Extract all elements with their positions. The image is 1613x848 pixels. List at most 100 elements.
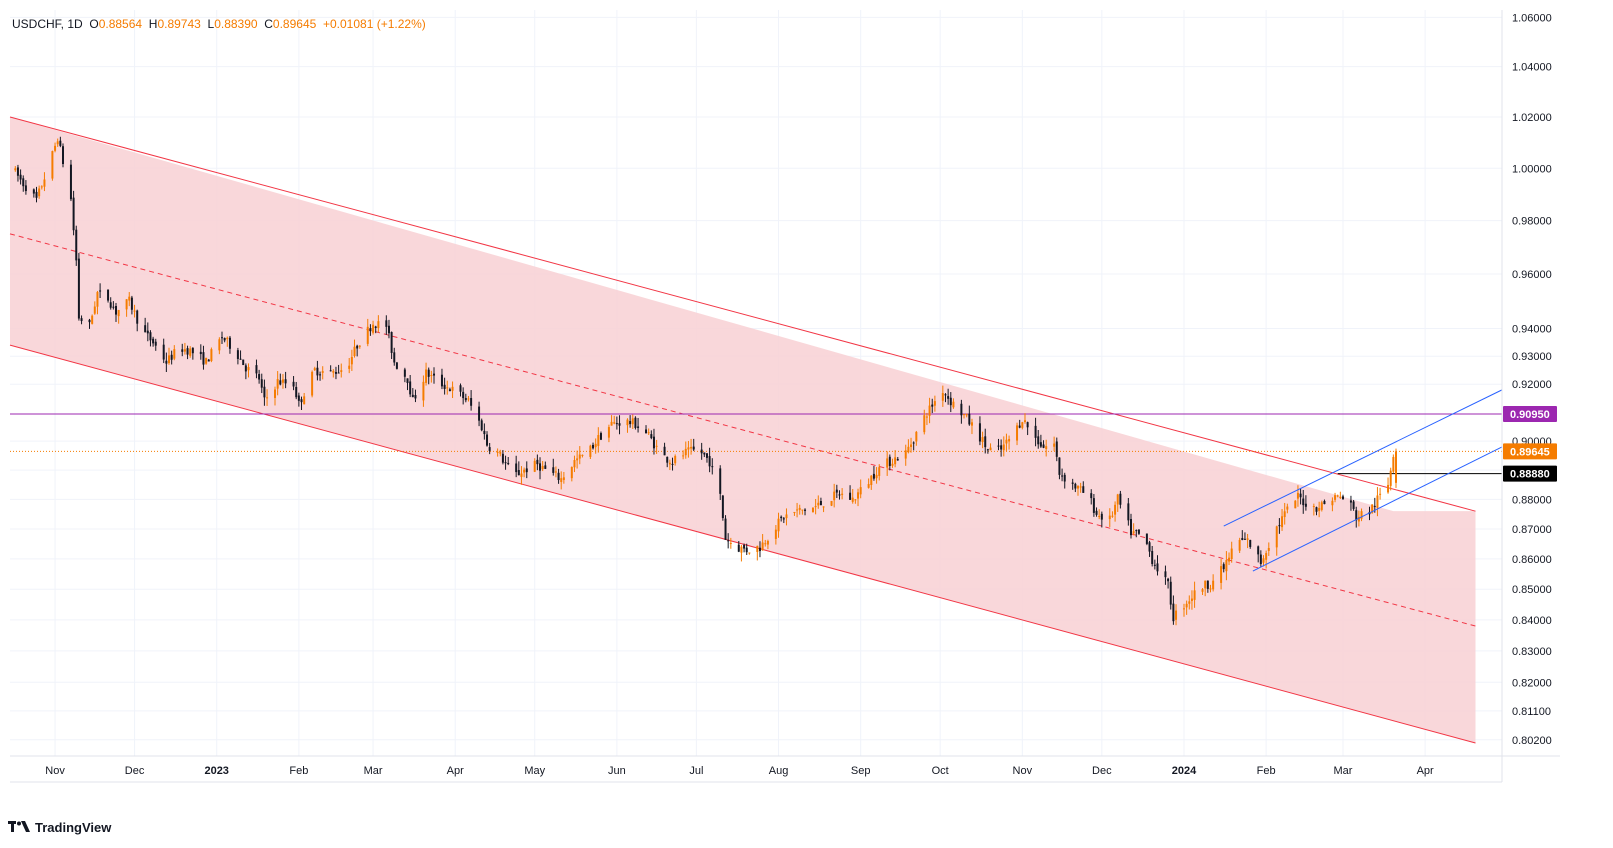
candle-body: [443, 384, 446, 389]
candle: [1304, 495, 1307, 511]
candle: [239, 350, 242, 360]
candle: [968, 405, 971, 426]
candle: [459, 383, 462, 397]
candle-body: [666, 456, 669, 463]
candle: [292, 376, 295, 391]
candle: [1135, 529, 1138, 538]
candle: [1275, 525, 1278, 556]
candle: [1100, 511, 1103, 528]
candle: [88, 318, 91, 329]
candle-body: [1209, 588, 1212, 590]
candle-body: [1225, 560, 1228, 572]
x-tick-label: Mar: [364, 765, 383, 777]
candle: [1331, 497, 1334, 512]
candle-body: [1334, 495, 1337, 500]
legend-symbol[interactable]: USDCHF: [12, 17, 61, 31]
candle: [634, 416, 637, 430]
candle: [40, 185, 43, 190]
candle: [433, 367, 436, 384]
candle: [427, 367, 430, 385]
candle-body: [425, 369, 428, 383]
candle-body: [1002, 444, 1005, 451]
x-tick-label: Nov: [1013, 765, 1033, 777]
candle-body: [266, 397, 269, 399]
candle-body: [952, 401, 955, 408]
candle: [186, 345, 189, 360]
candle: [703, 452, 706, 458]
candle: [430, 370, 433, 383]
candle-body: [1151, 550, 1154, 565]
candle-body: [671, 463, 674, 465]
candle: [740, 545, 743, 562]
candle-body: [337, 372, 340, 374]
candle-body: [1206, 580, 1209, 589]
candle: [933, 395, 936, 412]
candle-body: [77, 258, 80, 319]
axes: 1.06000 1.04000 1.02000 1.00000 0.98000 0.960…: [10, 10, 1560, 783]
candle: [573, 455, 576, 473]
candle-body: [313, 368, 316, 371]
candle-body: [1315, 507, 1318, 512]
candle: [910, 437, 913, 453]
candle-body: [727, 540, 730, 542]
candle-body: [1148, 542, 1151, 552]
candle-body: [780, 516, 783, 519]
candle-body: [281, 379, 284, 383]
candle-body: [1156, 563, 1159, 572]
candle-body: [687, 447, 690, 450]
candle-body: [963, 414, 966, 416]
candle-body: [517, 470, 520, 476]
candle-body: [353, 346, 356, 357]
y-tick-label: 0.98000: [1512, 216, 1552, 228]
candle: [1119, 490, 1122, 509]
candle: [1190, 590, 1193, 610]
candle-body: [16, 167, 19, 176]
candle-body: [923, 415, 926, 433]
candle: [1137, 529, 1140, 535]
candle-body: [515, 463, 518, 473]
y-tick-label: 0.81100: [1512, 706, 1551, 718]
candle: [1259, 550, 1262, 567]
candle-body: [501, 453, 504, 463]
candle: [912, 441, 915, 451]
candle-body: [244, 365, 247, 372]
candle-body: [311, 371, 314, 396]
candle-body: [1294, 500, 1297, 509]
candle-body: [221, 337, 224, 339]
candle-body: [997, 445, 1000, 447]
candle: [496, 448, 499, 457]
candle-body: [303, 396, 306, 405]
candle-body: [1246, 538, 1249, 540]
candle: [1299, 488, 1302, 505]
legend-change: +0.01081 (+1.22%): [322, 17, 426, 31]
tradingview-branding[interactable]: TradingView: [8, 818, 111, 836]
candle: [1185, 600, 1188, 615]
candle-body: [960, 403, 963, 416]
candle: [737, 541, 740, 553]
candle: [348, 357, 351, 374]
candle-body: [981, 437, 984, 443]
candle: [978, 416, 981, 446]
candle: [597, 427, 600, 453]
candle: [96, 290, 99, 315]
candle: [745, 543, 748, 555]
candle: [833, 483, 836, 508]
candle: [24, 180, 27, 195]
candle: [663, 442, 666, 456]
candle: [374, 325, 377, 334]
candle: [1153, 559, 1156, 570]
candle: [1172, 595, 1175, 625]
channel-middle-line: [9, 233, 1476, 627]
candle-body: [804, 509, 807, 511]
candle-body: [989, 447, 992, 451]
legend-interval[interactable]: 1D: [67, 17, 83, 31]
candle-body: [470, 398, 473, 406]
candle: [80, 315, 83, 325]
candle: [170, 350, 173, 365]
candle: [857, 488, 860, 507]
legend-open-label: O: [89, 17, 99, 31]
candle: [539, 457, 542, 480]
candle-body: [910, 444, 913, 447]
